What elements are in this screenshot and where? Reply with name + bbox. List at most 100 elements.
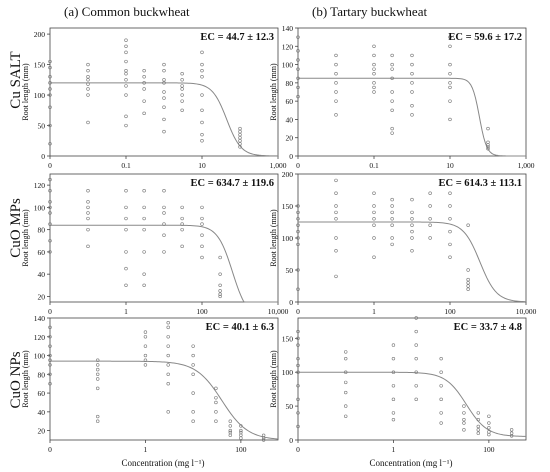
data-point: [448, 229, 452, 234]
plot-frame: [49, 27, 279, 157]
data-point: [162, 68, 166, 73]
ec-annotation: EC = 44.7 ± 12.3: [200, 32, 274, 43]
y-tick-label: 60: [38, 389, 46, 398]
panel-2: 0 20 40 60 80 100 120 140 0 0.1 10 1,000 Root length…: [269, 24, 535, 170]
data-point: [162, 90, 166, 94]
data-point: [218, 292, 222, 296]
data-point: [239, 433, 243, 438]
data-point: [238, 132, 242, 137]
data-point: [124, 216, 128, 221]
data-point: [143, 353, 148, 358]
data-point: [228, 428, 232, 433]
data-point: [48, 81, 52, 85]
data-point: [142, 75, 146, 79]
data-point: [410, 53, 414, 58]
data-point: [124, 250, 128, 254]
y-tick-label: 60: [38, 248, 46, 257]
data-point: [390, 76, 394, 80]
data-point: [390, 90, 394, 94]
data-point: [462, 421, 466, 425]
y-axis-label: Root length (mm): [269, 350, 278, 408]
x-tick-label: 0: [296, 161, 300, 170]
data-point: [48, 363, 52, 367]
x-tick-label: 0.1: [121, 161, 131, 170]
data-point: [334, 274, 338, 279]
data-point: [372, 72, 376, 76]
data-point: [143, 344, 148, 348]
y-tick-label: 80: [38, 226, 46, 235]
data-point: [180, 222, 184, 226]
data-point: [238, 136, 242, 140]
data-point: [96, 386, 100, 391]
data-point: [48, 65, 52, 70]
data-point: [410, 113, 414, 117]
data-point: [166, 381, 170, 386]
data-point: [462, 404, 466, 408]
data-point: [200, 50, 204, 55]
data-point: [448, 117, 452, 122]
data-point: [414, 370, 418, 374]
data-point: [509, 434, 514, 438]
data-point: [48, 353, 52, 358]
data-point: [86, 87, 90, 91]
data-point: [344, 380, 348, 385]
y-tick-label: 100: [282, 61, 294, 70]
data-point: [86, 189, 90, 193]
data-point: [344, 356, 348, 361]
ec-annotation: EC = 614.3 ± 113.1: [438, 178, 522, 189]
x-tick-label: 100: [235, 445, 247, 454]
data-point: [509, 428, 514, 432]
data-point: [86, 205, 90, 210]
data-point: [86, 68, 90, 73]
data-point: [487, 430, 491, 434]
data-point: [448, 99, 452, 103]
y-tick-label: 50: [286, 266, 294, 275]
data-point: [239, 428, 243, 433]
data-point: [466, 277, 470, 282]
data-point: [390, 223, 394, 227]
data-point: [296, 424, 300, 429]
data-point: [414, 329, 418, 334]
y-axis-label: Root length (mm): [269, 63, 278, 121]
data-point: [390, 204, 394, 208]
data-point: [124, 50, 128, 55]
data-point: [448, 204, 452, 208]
data-point: [428, 204, 432, 208]
data-point: [124, 68, 128, 73]
data-point: [86, 120, 90, 125]
data-point: [143, 358, 148, 362]
data-point: [180, 205, 184, 210]
data-point: [162, 96, 166, 100]
data-point: [487, 426, 491, 430]
data-point: [334, 62, 338, 67]
y-tick-label: 100: [34, 352, 46, 361]
data-point: [372, 44, 376, 48]
data-point: [191, 353, 195, 358]
data-point: [218, 289, 222, 293]
data-point: [142, 68, 146, 73]
panel-5: 20 40 60 80 100 120 140 0 1 100 Root length (mm) EC…: [21, 314, 279, 454]
data-point: [239, 430, 243, 435]
data-point: [372, 255, 376, 259]
data-point: [296, 411, 300, 415]
data-point: [86, 62, 90, 67]
data-point: [48, 205, 52, 210]
x-tick-label: 10: [198, 161, 206, 170]
data-point: [448, 191, 452, 195]
y-tick-label: 40: [38, 270, 46, 279]
data-point: [410, 90, 414, 94]
data-point: [466, 284, 470, 288]
data-point: [214, 386, 218, 391]
data-point: [391, 411, 396, 415]
data-point: [391, 417, 396, 422]
data-point: [191, 344, 195, 348]
data-point: [48, 222, 52, 226]
data-point: [124, 84, 128, 88]
data-point: [296, 76, 300, 80]
data-point: [372, 67, 376, 71]
data-point: [238, 129, 242, 134]
y-tick-label: 40: [38, 408, 46, 417]
data-point: [200, 93, 204, 97]
y-tick-label: 120: [34, 181, 46, 190]
y-tick-label: 50: [286, 402, 294, 411]
